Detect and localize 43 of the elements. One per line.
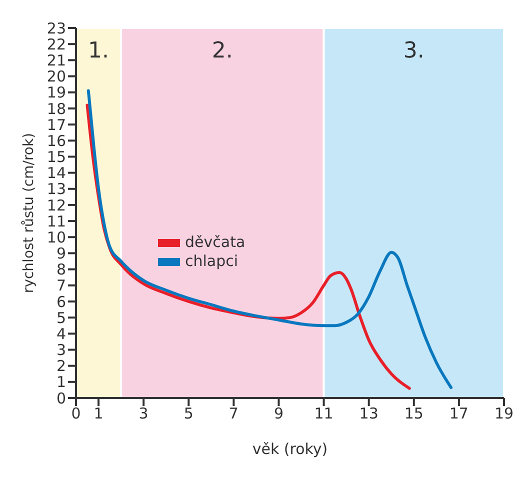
y-tick-label: 10 xyxy=(46,228,66,246)
x-tick-label: 5 xyxy=(184,404,194,423)
y-tick-label: 15 xyxy=(46,148,66,166)
band-label: 3. xyxy=(403,38,424,64)
y-tick-label: 17 xyxy=(46,116,66,134)
x-tick-label: 3 xyxy=(138,404,148,423)
y-tick-label: 21 xyxy=(46,52,66,70)
x-tick-label: 0 xyxy=(71,404,81,423)
y-tick-label: 5 xyxy=(56,308,66,327)
y-tick-label: 16 xyxy=(46,132,66,150)
x-tick-label: 19 xyxy=(494,404,514,423)
band-label: 1. xyxy=(88,38,110,64)
y-tick-label: 20 xyxy=(46,68,66,86)
y-tick-label: 12 xyxy=(46,196,66,214)
y-tick-label: 14 xyxy=(46,164,66,182)
y-tick-label: 8 xyxy=(56,260,66,279)
line-series xyxy=(86,89,453,390)
y-tick-label: 2 xyxy=(56,357,66,376)
x-tick-label: 15 xyxy=(404,404,424,423)
y-tick-label: 7 xyxy=(56,276,66,295)
y-tick-label: 23 xyxy=(46,19,66,38)
x-tick-label: 13 xyxy=(359,404,378,423)
band-label: 2. xyxy=(212,38,233,64)
x-tick-label: 11 xyxy=(314,404,334,423)
y-tick-label: 19 xyxy=(46,84,66,102)
y-axis-title: rychlost růstu (cm/rok) xyxy=(20,132,37,294)
legend-label: děvčata xyxy=(185,233,246,252)
y-tick-label: 9 xyxy=(56,244,66,263)
x-axis-title: věk (roky) xyxy=(252,440,328,458)
x-tick-label: 1 xyxy=(94,404,104,423)
x-tick-label: 7 xyxy=(228,404,238,423)
x-tick-label: 9 xyxy=(274,404,284,423)
y-tick-label: 0 xyxy=(56,389,66,408)
y-tick-label: 1 xyxy=(56,373,66,392)
y-tick-label: 4 xyxy=(56,324,66,343)
y-tick-label: 6 xyxy=(56,292,66,311)
y-tick-label: 18 xyxy=(46,100,66,118)
y-tick-label: 13 xyxy=(46,180,66,198)
x-tick-label: 17 xyxy=(449,404,468,423)
y-tick-label: 11 xyxy=(46,212,66,230)
y-tick-label: 22 xyxy=(46,35,66,54)
y-tick-label: 3 xyxy=(56,341,66,360)
legend-label: chlapci xyxy=(185,252,238,271)
